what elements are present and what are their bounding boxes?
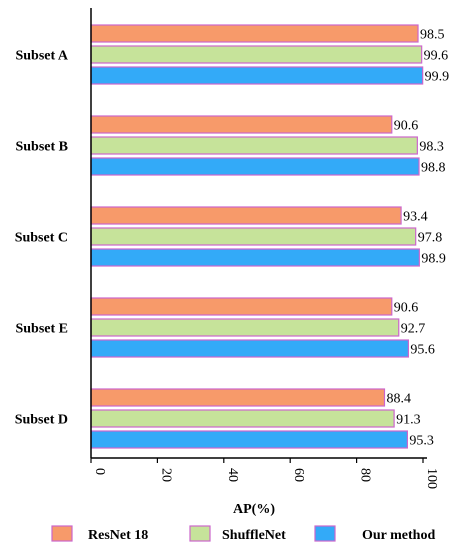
value-label-subset-b-resnet-18: 90.6 [394,119,419,134]
bar-subset-e-our-method [90,339,409,358]
legend-label-shufflenet: ShuffleNet [222,528,286,543]
category-label-subset-a: Subset A [15,49,68,64]
value-label-subset-a-resnet-18: 98.5 [420,28,445,43]
x-tick-label-60: 60 [291,468,306,482]
x-tick-label-80: 80 [358,468,373,482]
value-label-subset-c-our-method: 98.9 [421,252,446,267]
legend-label-resnet-18: ResNet 18 [88,528,148,543]
value-label-subset-e-shufflenet: 92.7 [401,322,426,337]
value-label-subset-e-resnet-18: 90.6 [394,301,419,316]
value-label-subset-d-resnet-18: 88.4 [386,392,411,407]
bars [90,24,424,449]
x-tick-label-40: 40 [225,468,240,482]
bar-subset-b-our-method [90,157,420,176]
value-label-subset-d-our-method: 95.3 [409,434,434,449]
value-label-subset-b-our-method: 98.8 [421,161,446,176]
category-label-subset-c: Subset C [15,231,68,246]
legend-swatch-shufflenet [189,525,211,542]
value-label-subset-e-our-method: 95.6 [410,343,435,358]
value-label-subset-b-shufflenet: 98.3 [419,140,444,155]
x-tick-label-0: 0 [92,468,107,475]
x-tick-label-100: 100 [424,468,439,489]
legend-label-our-method: Our method [362,528,435,543]
bar-subset-d-our-method [90,430,408,449]
bar-subset-d-resnet-18 [90,388,386,407]
value-labels: 98.599.699.990.698.398.893.497.898.990.6… [386,28,449,449]
bar-subset-b-shufflenet [90,136,418,155]
value-label-subset-d-shufflenet: 91.3 [396,413,421,428]
legend-swatch-our-method [314,525,336,542]
value-label-subset-a-our-method: 99.9 [425,70,450,85]
bar-subset-e-resnet-18 [90,297,393,316]
bar-subset-b-resnet-18 [90,115,393,134]
value-label-subset-c-shufflenet: 97.8 [418,231,443,246]
bar-subset-c-resnet-18 [90,206,402,225]
category-label-subset-d: Subset D [15,413,68,428]
bar-subset-e-shufflenet [90,318,400,337]
bar-subset-a-resnet-18 [90,24,419,43]
x-axis-ticks: 0 20 40 60 80 100 [90,458,439,489]
bar-subset-c-our-method [90,248,420,267]
legend-swatch-resnet-18 [51,525,73,542]
legend: ResNet 18 ShuffleNet Our method [51,525,435,543]
category-label-subset-e: Subset E [15,322,68,337]
category-labels: Subset A Subset B Subset C Subset E Subset D [15,49,69,428]
bar-subset-a-shufflenet [90,45,423,64]
bar-subset-c-shufflenet [90,227,417,246]
x-axis-title: AP(%) [233,502,275,517]
bar-subset-d-shufflenet [90,409,395,428]
value-label-subset-a-shufflenet: 99.6 [424,49,449,64]
value-label-subset-c-resnet-18: 93.4 [403,210,428,225]
bar-subset-a-our-method [90,66,424,85]
x-tick-label-20: 20 [158,468,173,482]
category-label-subset-b: Subset B [15,140,68,155]
